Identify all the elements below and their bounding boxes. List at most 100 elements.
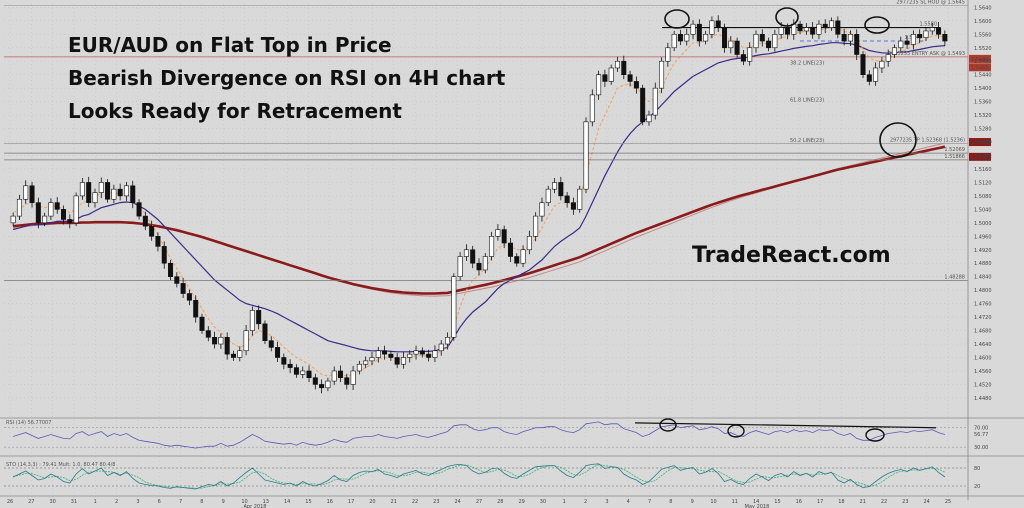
candle-bullish <box>709 20 715 35</box>
candle-bearish <box>640 87 646 123</box>
candle-bearish <box>256 310 262 325</box>
fib-label: 50.2 LINE(23) <box>790 138 824 144</box>
x-tick-label: 23 <box>902 499 908 505</box>
y-tick-label: 1.5280 <box>974 127 992 133</box>
candle-bullish <box>407 353 413 358</box>
x-tick-label: 21 <box>860 499 866 505</box>
candle-bullish <box>98 182 104 193</box>
candle-bearish <box>564 195 570 203</box>
stoch-title: STO (14,3,3) : 79.41 Mult: 1.0, 80.47 80… <box>6 462 115 468</box>
annotations <box>664 7 917 158</box>
y-tick-label: 1.4920 <box>974 248 992 254</box>
x-tick-label: 25 <box>945 499 951 505</box>
candle-bullish <box>432 350 438 358</box>
x-tick-label: 27 <box>28 499 34 505</box>
x-tick-label: 31 <box>71 499 77 505</box>
top-ellipse-2 <box>775 7 799 27</box>
candle-bullish <box>369 357 375 362</box>
candle-bearish <box>917 33 923 38</box>
candle-bullish <box>111 188 117 200</box>
candle-bearish <box>130 185 136 203</box>
rsi-ellipse-3 <box>865 428 885 442</box>
y-tick-label: 1.5160 <box>974 167 992 173</box>
ma-slow-line <box>12 145 946 295</box>
headline-line-2: Bearish Divergence on RSI on 4H chart <box>68 66 506 90</box>
y-tick-label: 1.5600 <box>974 19 992 25</box>
candle-bullish <box>237 350 243 358</box>
price-badge <box>969 54 991 63</box>
rsi-tick-label: 56.77 <box>974 432 988 438</box>
candle-bullish <box>910 33 916 45</box>
y-tick-label: 1.4960 <box>974 234 992 240</box>
candle-bearish <box>766 40 772 49</box>
candle-bullish <box>520 249 526 264</box>
rsi-tick-label: 30.00 <box>974 445 988 451</box>
candle-bullish <box>816 23 822 35</box>
y-tick-label: 1.5440 <box>974 73 992 79</box>
candle-bearish <box>388 353 394 358</box>
candle-bearish <box>621 60 627 75</box>
x-tick-label: 9 <box>691 499 694 505</box>
candle-bearish <box>942 33 948 42</box>
watermark-brand: TradeReact.com <box>692 243 891 268</box>
candle-bearish <box>677 33 683 42</box>
y-tick-label: 1.4840 <box>974 275 992 281</box>
candle-bearish <box>759 33 765 42</box>
y-tick-label: 1.4800 <box>974 288 992 294</box>
candle-bearish <box>262 323 268 341</box>
y-tick-label: 1.5400 <box>974 86 992 92</box>
candle-bullish <box>438 343 444 352</box>
candle-bearish <box>293 367 299 375</box>
candle-bullish <box>847 33 853 42</box>
candle-bearish <box>866 74 872 82</box>
candle-bearish <box>722 27 728 49</box>
candle-bullish <box>684 33 690 42</box>
candle-bullish <box>325 380 331 389</box>
price-level-label: 1.51866 <box>944 154 965 160</box>
y-tick-label: 1.4680 <box>974 329 992 335</box>
y-tick-label: 1.5320 <box>974 113 992 119</box>
x-tick-label: 7 <box>179 499 182 505</box>
candle-bearish <box>186 293 192 301</box>
candle-bearish <box>199 316 205 331</box>
candle-bearish <box>337 370 344 379</box>
candle-bullish <box>375 350 381 358</box>
y-tick-label: 1.4720 <box>974 315 992 321</box>
candle-bullish <box>885 54 891 62</box>
candle-bearish <box>149 225 155 237</box>
x-tick-label: 15 <box>774 499 780 505</box>
candle-bullish <box>596 74 602 96</box>
candle-bearish <box>168 262 174 278</box>
x-tick-label: 14 <box>753 499 759 505</box>
candle-bullish <box>489 236 495 257</box>
x-tick-label: 24 <box>454 499 460 505</box>
candle-bearish <box>105 182 111 200</box>
x-tick-label: 3 <box>136 499 139 505</box>
price-level-label: 1.48288 <box>944 274 965 280</box>
x-tick-label: 26 <box>7 499 13 505</box>
x-tick-label: 14 <box>284 499 290 505</box>
price-badge <box>969 152 991 161</box>
y-tick-label: 1.5200 <box>974 154 992 160</box>
candle-bullish <box>703 33 709 42</box>
target-ellipse <box>879 122 917 158</box>
candle-bearish <box>275 347 281 358</box>
x-tick-label: 4 <box>627 499 630 505</box>
x-tick-label: 30 <box>49 499 55 505</box>
x-month-label: Apr 2018 <box>244 504 267 508</box>
price-level-label: 1.5580 <box>920 22 938 28</box>
candle-bearish <box>306 370 312 379</box>
x-tick-label: 24 <box>923 499 929 505</box>
x-tick-label: 16 <box>327 499 333 505</box>
candle-bullish <box>929 27 935 32</box>
y-tick-label: 1.5480 <box>974 59 992 65</box>
candle-bearish <box>35 202 41 224</box>
y-tick-label: 1.5000 <box>974 221 992 227</box>
candle-bullish <box>778 27 784 35</box>
candle-bearish <box>514 256 520 264</box>
candle-bullish <box>243 330 249 352</box>
rsi-title: RSI (14) 56.77007 <box>6 420 51 426</box>
stoch-k-line <box>12 463 946 490</box>
x-tick-label: 2 <box>584 499 587 505</box>
x-tick-label: 20 <box>369 499 375 505</box>
